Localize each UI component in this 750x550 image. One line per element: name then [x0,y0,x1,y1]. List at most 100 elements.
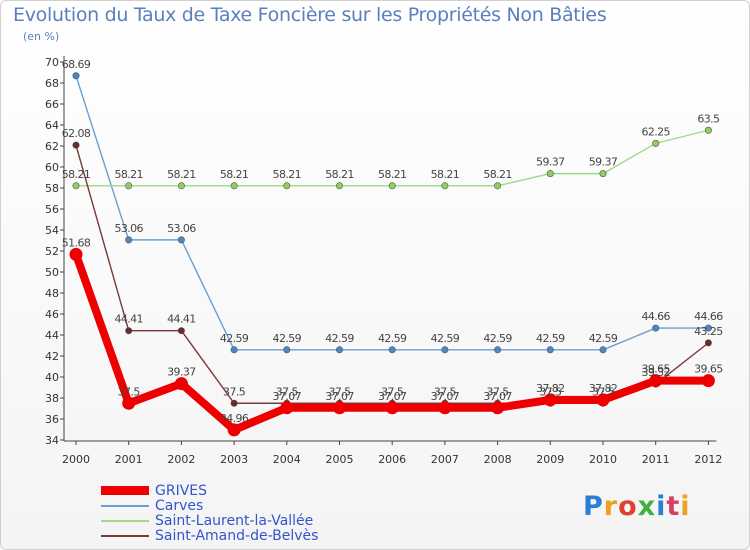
y-tick-label-60: 60 [45,161,59,174]
data-label-grives-2007: 37.07 [431,390,460,403]
point-saint-laurent-la-vallee-2007 [441,182,449,190]
data-label-saint-amand-de-belves-2006: 37.5 [381,385,404,398]
data-label-grives-2010: 37.82 [589,382,618,395]
y-tick-label-36: 36 [45,413,59,426]
x-tick-label-2000: 2000 [62,453,90,466]
data-label-grives-2001: 37.5 [118,385,141,398]
data-label-saint-amand-de-belves-2002: 44.41 [167,313,196,326]
data-label-grives-2012: 39.65 [694,363,723,376]
y-tick-label-46: 46 [45,308,59,321]
point-grives-2012 [701,374,715,388]
point-saint-amand-de-belves-2002 [177,327,185,335]
legend-swatch-saint-laurent [101,519,149,522]
x-tick-label-2008: 2008 [484,453,512,466]
legend-swatch-grives [101,486,149,495]
data-label-carves-2001: 53.06 [114,222,143,235]
data-label-saint-amand-de-belves-2009: 37.5 [539,385,562,398]
x-tick-label-2001: 2001 [115,453,143,466]
point-carves-2010 [599,346,607,354]
data-label-carves-2010: 42.59 [589,332,618,345]
point-carves-2003 [230,346,238,354]
legend-label-carves: Carves [155,497,204,514]
data-label-carves-2002: 53.06 [167,222,196,235]
y-tick-label-58: 58 [45,182,59,195]
data-label-carves-2012: 44.66 [694,310,723,323]
point-grives-2004 [280,401,294,415]
data-label-grives-2008: 37.07 [483,390,512,403]
data-label-saint-laurent-la-vallee-2012: 63.5 [697,112,720,125]
line-chart: 34 36 38 40 42 44 46 48 50 52 54 56 58 60 62 64 66 68 70 20… [45,56,724,466]
legend-item-carves: Carves [101,497,318,514]
y-tick-label-38: 38 [45,392,59,405]
y-tick-label-40: 40 [45,371,59,384]
data-label-carves-2008: 42.59 [483,332,512,345]
x-tick-label-2003: 2003 [220,453,248,466]
x-tick-label-2012: 2012 [694,453,722,466]
data-label-carves-2006: 42.59 [378,332,407,345]
legend-label-grives: GRIVES [155,482,208,499]
legend-item-saint-amand: Saint-Amand-de-Belvès [101,527,319,544]
point-grives-2006 [385,401,399,415]
data-label-grives-2003: 34.96 [220,412,249,425]
data-label-saint-amand-de-belves-2004: 37.5 [276,385,299,398]
point-saint-amand-de-belves-2000 [72,141,80,149]
data-label-carves-2011: 44.66 [641,310,670,323]
data-label-saint-laurent-la-vallee-2010: 59.37 [589,156,618,169]
point-grives-2011 [649,374,663,388]
data-label-grives-2011: 39.65 [641,363,670,376]
y-tick-label-66: 66 [45,98,59,111]
point-carves-2008 [494,346,502,354]
point-saint-laurent-la-vallee-2000 [72,182,80,190]
data-label-carves-2009: 42.59 [536,332,565,345]
point-carves-2009 [546,346,554,354]
point-saint-amand-de-belves-2003 [230,399,238,407]
point-saint-laurent-la-vallee-2003 [230,182,238,190]
data-label-grives-2004: 37.07 [273,390,302,403]
data-label-saint-amand-de-belves-2007: 37.5 [434,385,457,398]
data-label-saint-laurent-la-vallee-2008: 58.21 [483,168,512,181]
y-tick-label-48: 48 [45,287,59,300]
y-tick-label-62: 62 [45,140,59,153]
proxiti-logo: Proxiti [583,491,691,522]
legend-label-saint-amand: Saint-Amand-de-Belvès [155,527,319,544]
point-saint-amand-de-belves-2001 [125,327,133,335]
point-grives-2005 [333,401,346,415]
data-label-grives-2005: 37.07 [325,390,354,403]
unit-label: (en %) [23,30,60,43]
point-grives-2010 [596,393,610,407]
point-grives-2003 [227,423,241,437]
y-tick-label-34: 34 [45,434,59,447]
data-label-saint-laurent-la-vallee-2006: 58.21 [378,168,407,181]
point-carves-2011 [652,324,660,332]
point-grives-2000 [69,247,83,261]
legend-swatch-saint-amand [101,534,149,537]
data-labels-layer: 68.69 53.06 53.06 42.59 42.59 42.59 42.59 42.59… [62,58,724,425]
data-label-grives-2000: 51.68 [62,236,91,249]
data-label-carves-2000: 68.69 [62,58,91,71]
point-carves-2000 [72,72,80,80]
x-tick-label-2002: 2002 [167,453,195,466]
data-label-grives-2002: 39.37 [167,366,196,379]
data-label-carves-2004: 42.59 [273,332,302,345]
point-saint-laurent-la-vallee-2002 [177,182,185,190]
data-label-saint-laurent-la-vallee-2001: 58.21 [114,168,143,181]
legend-label-saint-laurent: Saint-Laurent-la-Vallée [155,512,314,529]
x-tick-label-2004: 2004 [273,453,301,466]
point-carves-2001 [125,236,133,244]
chart-title: Evolution du Taux de Taxe Foncière sur l… [13,4,607,26]
data-label-saint-amand-de-belves-2003: 37.5 [223,385,246,398]
data-label-saint-amand-de-belves-2005: 37.5 [328,385,351,398]
point-saint-laurent-la-vallee-2011 [652,139,660,147]
data-label-carves-2007: 42.59 [431,332,460,345]
data-label-saint-amand-de-belves-2010: 37.5 [592,385,615,398]
point-carves-2012 [704,324,712,332]
data-label-grives-2006: 37.07 [378,390,407,403]
y-tick-label-68: 68 [45,77,59,90]
x-tick-label-2011: 2011 [642,453,670,466]
legend: GRIVES Carves Saint-Laurent-la-Vallée Sa… [101,482,319,544]
data-label-saint-laurent-la-vallee-2007: 58.21 [431,168,460,181]
series-carves [72,72,712,354]
data-label-saint-amand-de-belves-2001: 44.41 [114,313,143,326]
x-tick-label-2005: 2005 [326,453,354,466]
